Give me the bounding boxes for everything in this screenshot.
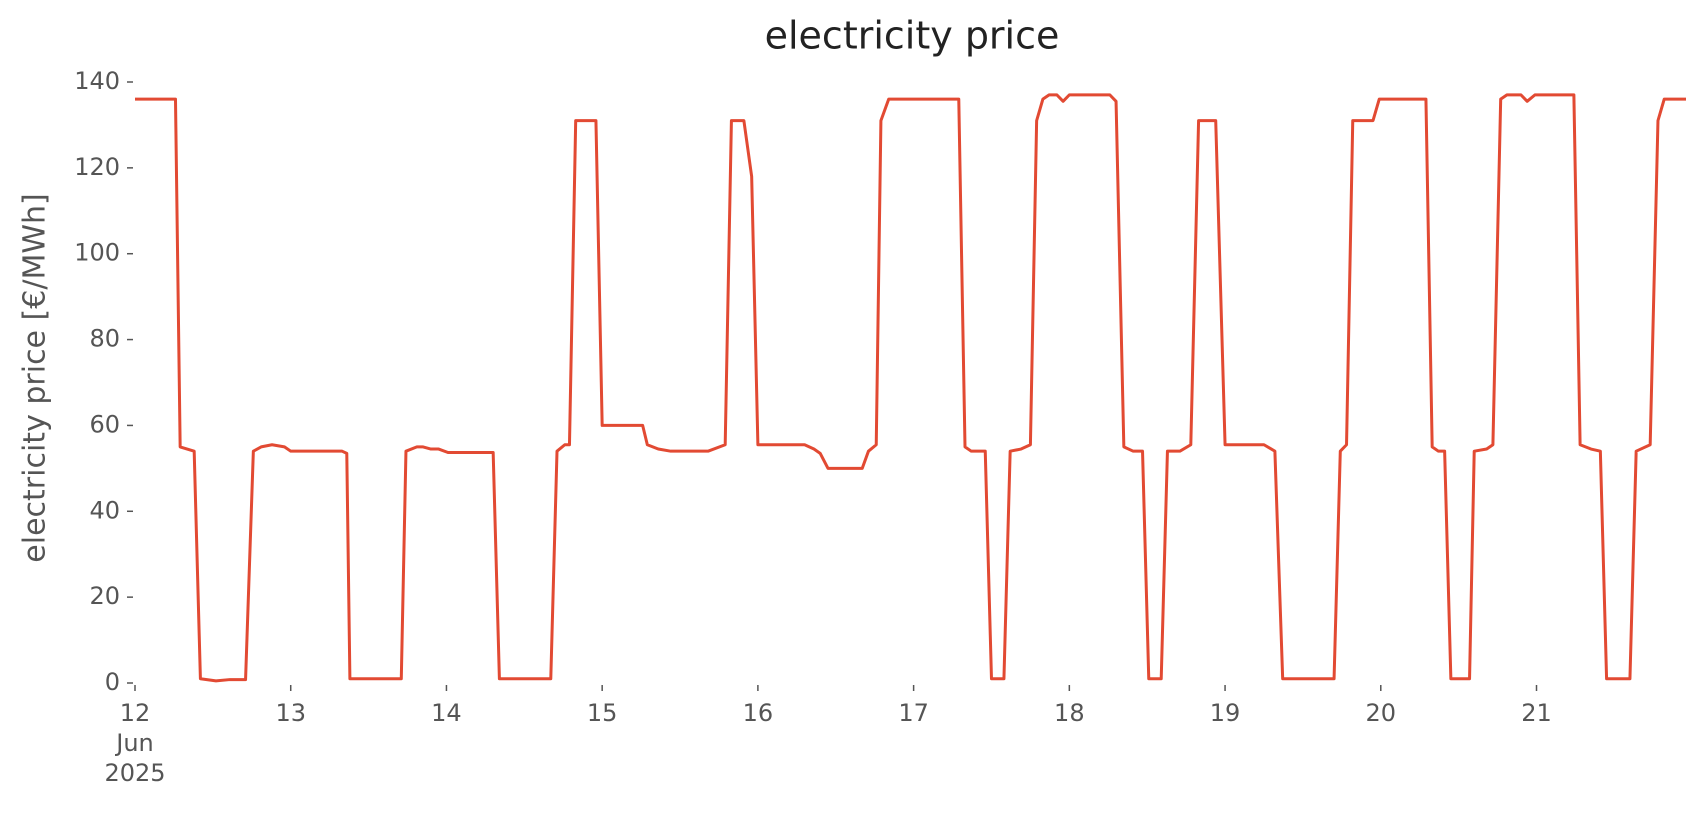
x-tick-label: 20 xyxy=(1365,699,1397,727)
y-tick-label: 120 xyxy=(74,153,120,181)
y-axis-label: electricity price [€/MWh] xyxy=(18,193,53,562)
chart-title: electricity price xyxy=(765,14,1060,58)
price-line xyxy=(135,93,1686,683)
x-tick-label: 18 xyxy=(1054,699,1085,727)
x-tick-label: 17 xyxy=(898,699,929,727)
x-tick-label: 12 Jun 2025 xyxy=(104,699,166,787)
x-tick-label: 15 xyxy=(586,699,618,727)
x-tick-label: 16 xyxy=(742,699,774,727)
y-tick-label: 20 xyxy=(89,582,120,610)
y-tick-label: 140 xyxy=(74,67,120,95)
x-tick-label: 19 xyxy=(1209,699,1241,727)
y-tick-label: 0 xyxy=(105,668,120,696)
x-tick-label: 13 xyxy=(275,699,306,727)
y-tick-label: 40 xyxy=(89,496,120,524)
x-tick-label: 21 xyxy=(1521,699,1552,727)
y-tick-label: 60 xyxy=(89,410,120,438)
y-tick-label: 80 xyxy=(89,325,120,353)
y-tick-label: 100 xyxy=(74,239,120,267)
x-tick-label: 14 xyxy=(431,699,462,727)
